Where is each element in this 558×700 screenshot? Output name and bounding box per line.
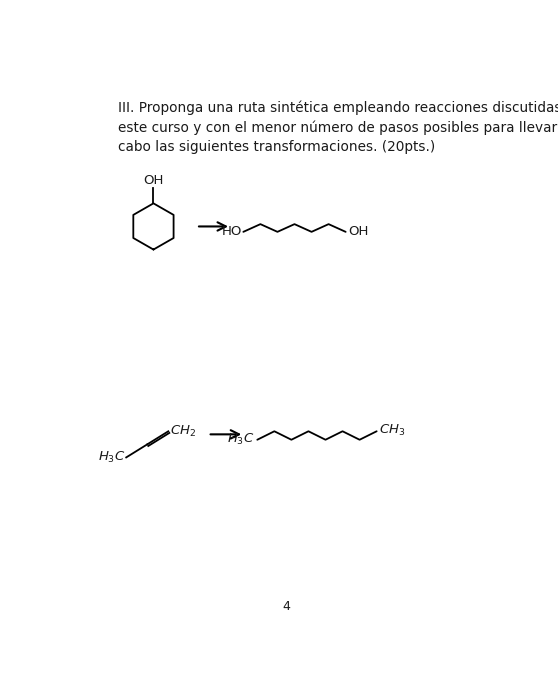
Text: III. Proponga una ruta sintética empleando reacciones discutidas en
este curso y: III. Proponga una ruta sintética emplean… <box>118 101 558 154</box>
Text: 4: 4 <box>282 600 290 612</box>
Text: $H_3C$: $H_3C$ <box>227 432 254 447</box>
Text: OH: OH <box>348 225 368 237</box>
Text: $CH_2$: $CH_2$ <box>170 424 196 439</box>
Text: OH: OH <box>143 174 163 187</box>
Text: $CH_3$: $CH_3$ <box>379 423 405 438</box>
Text: $H_3C$: $H_3C$ <box>98 450 126 465</box>
Text: HO: HO <box>222 225 242 238</box>
